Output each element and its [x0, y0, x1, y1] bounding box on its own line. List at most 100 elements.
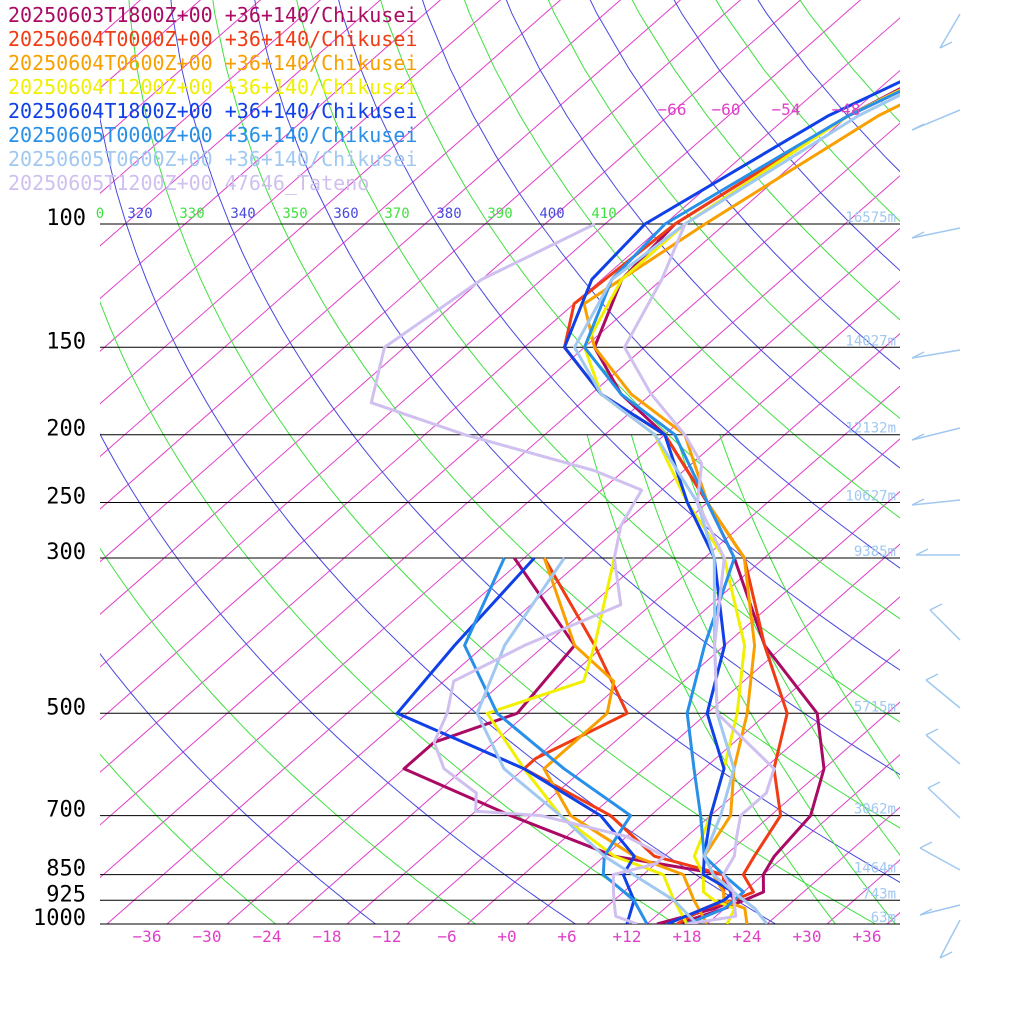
- isotherm-line: [100, 0, 802, 616]
- moist-adiabat: [719, 434, 900, 780]
- x-tick-label: +12: [613, 927, 642, 946]
- x-tick-label: −12: [373, 927, 402, 946]
- pressure-label: 150: [46, 329, 86, 354]
- dry-adiabat: [421, 0, 900, 569]
- isotherm-line: [346, 438, 900, 924]
- dry-adiabat: [100, 652, 376, 924]
- pressure-label: 500: [46, 695, 86, 720]
- isotherm-line: [100, 0, 562, 405]
- isotherm-line: [106, 227, 900, 924]
- dewpoint-line-2: [542, 557, 709, 924]
- x-tick-label: +18: [673, 927, 702, 946]
- height-label: 10627m: [845, 489, 896, 505]
- height-label: 16575m: [845, 210, 896, 226]
- temperature-line-2: [582, 103, 900, 924]
- isotherm-line: [947, 0, 1024, 924]
- pressure-label: 200: [46, 417, 86, 442]
- temperature-line-1: [563, 89, 900, 924]
- height-label: 14027m: [845, 333, 896, 349]
- theta-label: 330: [179, 206, 204, 222]
- moist-adiabat: [630, 434, 896, 924]
- isotherm-line: [100, 0, 862, 668]
- legend-entry-4: 20250604T1800Z+00 +36+140/Chikusei: [8, 99, 417, 123]
- wind-barb: [927, 787, 961, 819]
- x-tick-label: −24: [253, 927, 282, 946]
- pressure-label: 925: [46, 882, 86, 907]
- wind-barb-flag: [911, 351, 925, 359]
- dry-adiabat: [799, 0, 900, 123]
- moist-adiabat: [675, 434, 900, 856]
- wind-barb: [911, 499, 961, 506]
- dewpoint-line-4: [395, 556, 636, 924]
- theta-label: 350: [282, 206, 307, 222]
- x-tick-label: −18: [313, 927, 342, 946]
- pressure-label: 100: [46, 206, 86, 231]
- pressure-label: 1000: [33, 906, 86, 931]
- isotherm-line: [100, 175, 900, 879]
- wind-barb-flag: [939, 951, 953, 959]
- isotherm-line: [166, 280, 900, 924]
- height-label: 3062m: [854, 802, 896, 818]
- x-tick-label: −36: [133, 927, 162, 946]
- isotherm-line: [100, 69, 900, 773]
- isotherm-line: [100, 0, 382, 247]
- dewpoint-line-5: [463, 557, 649, 924]
- x-tick-label: +36: [853, 927, 882, 946]
- isotherm-line: [100, 122, 900, 826]
- isotherm-line: [1007, 0, 1024, 924]
- height-label: 1464m: [854, 861, 896, 877]
- theta-label: 410: [591, 206, 616, 222]
- wind-barbs-layer: [911, 13, 961, 959]
- upper-temp-label: −48: [832, 100, 861, 119]
- height-label: 9385m: [854, 544, 896, 560]
- height-label: 743m: [862, 886, 896, 902]
- wind-barb: [911, 349, 961, 359]
- wind-barb-flag: [925, 728, 939, 736]
- theta-label: 320: [127, 206, 152, 222]
- moist-adiabat: [586, 434, 836, 924]
- wind-barb-flag: [927, 781, 941, 789]
- isotherm-line: [100, 17, 900, 721]
- isotherm-line: [646, 701, 900, 924]
- x-tick-label: +0: [497, 927, 516, 946]
- wind-barb: [939, 13, 961, 49]
- legend-entry-5: 20250605T0000Z+00 +36+140/Chikusei: [8, 123, 417, 147]
- legend-entry-6: 20250605T0600Z+00 +36+140/Chikusei: [8, 147, 417, 171]
- wind-barb-flag: [939, 41, 953, 49]
- pressure-label: 700: [46, 798, 86, 823]
- wind-barb-flag: [911, 433, 925, 441]
- wind-barb: [919, 904, 961, 916]
- wind-barb-flag: [919, 908, 933, 916]
- wind-barb-flag: [911, 123, 925, 131]
- isotherm-line: [100, 0, 742, 563]
- isotherm-line: [100, 0, 682, 510]
- isotherm-line: [406, 490, 900, 924]
- wind-barb: [925, 679, 961, 709]
- wind-barb-flag: [911, 231, 925, 239]
- x-tick-label: +24: [733, 927, 762, 946]
- wind-barb: [911, 227, 961, 239]
- upper-temp-label: −60: [712, 100, 741, 119]
- legend-entry-3: 20250604T1200Z+00 +36+140/Chikusei: [8, 75, 417, 99]
- upper-temp-label: −54: [772, 100, 801, 119]
- theta-label: 370: [384, 206, 409, 222]
- pressure-label: 300: [46, 540, 86, 565]
- height-label: 12132m: [845, 421, 896, 437]
- theta-label: 340: [230, 206, 255, 222]
- isotherm-line: [586, 648, 900, 924]
- wind-barb: [929, 609, 961, 641]
- dewpoint-line-6: [475, 557, 699, 924]
- theta-label: 0: [96, 206, 104, 222]
- isotherm-line: [100, 0, 442, 300]
- wind-barb-flag: [929, 603, 943, 611]
- pressure-label: 250: [46, 485, 86, 510]
- wind-barb: [911, 427, 961, 441]
- theta-label: 360: [333, 206, 358, 222]
- isotherm-line: [706, 754, 900, 924]
- wind-barb: [939, 919, 961, 959]
- isotherm-line: [886, 911, 900, 924]
- upper-temp-label: −66: [658, 100, 687, 119]
- profiles-layer: [369, 80, 900, 924]
- x-tick-label: +30: [793, 927, 822, 946]
